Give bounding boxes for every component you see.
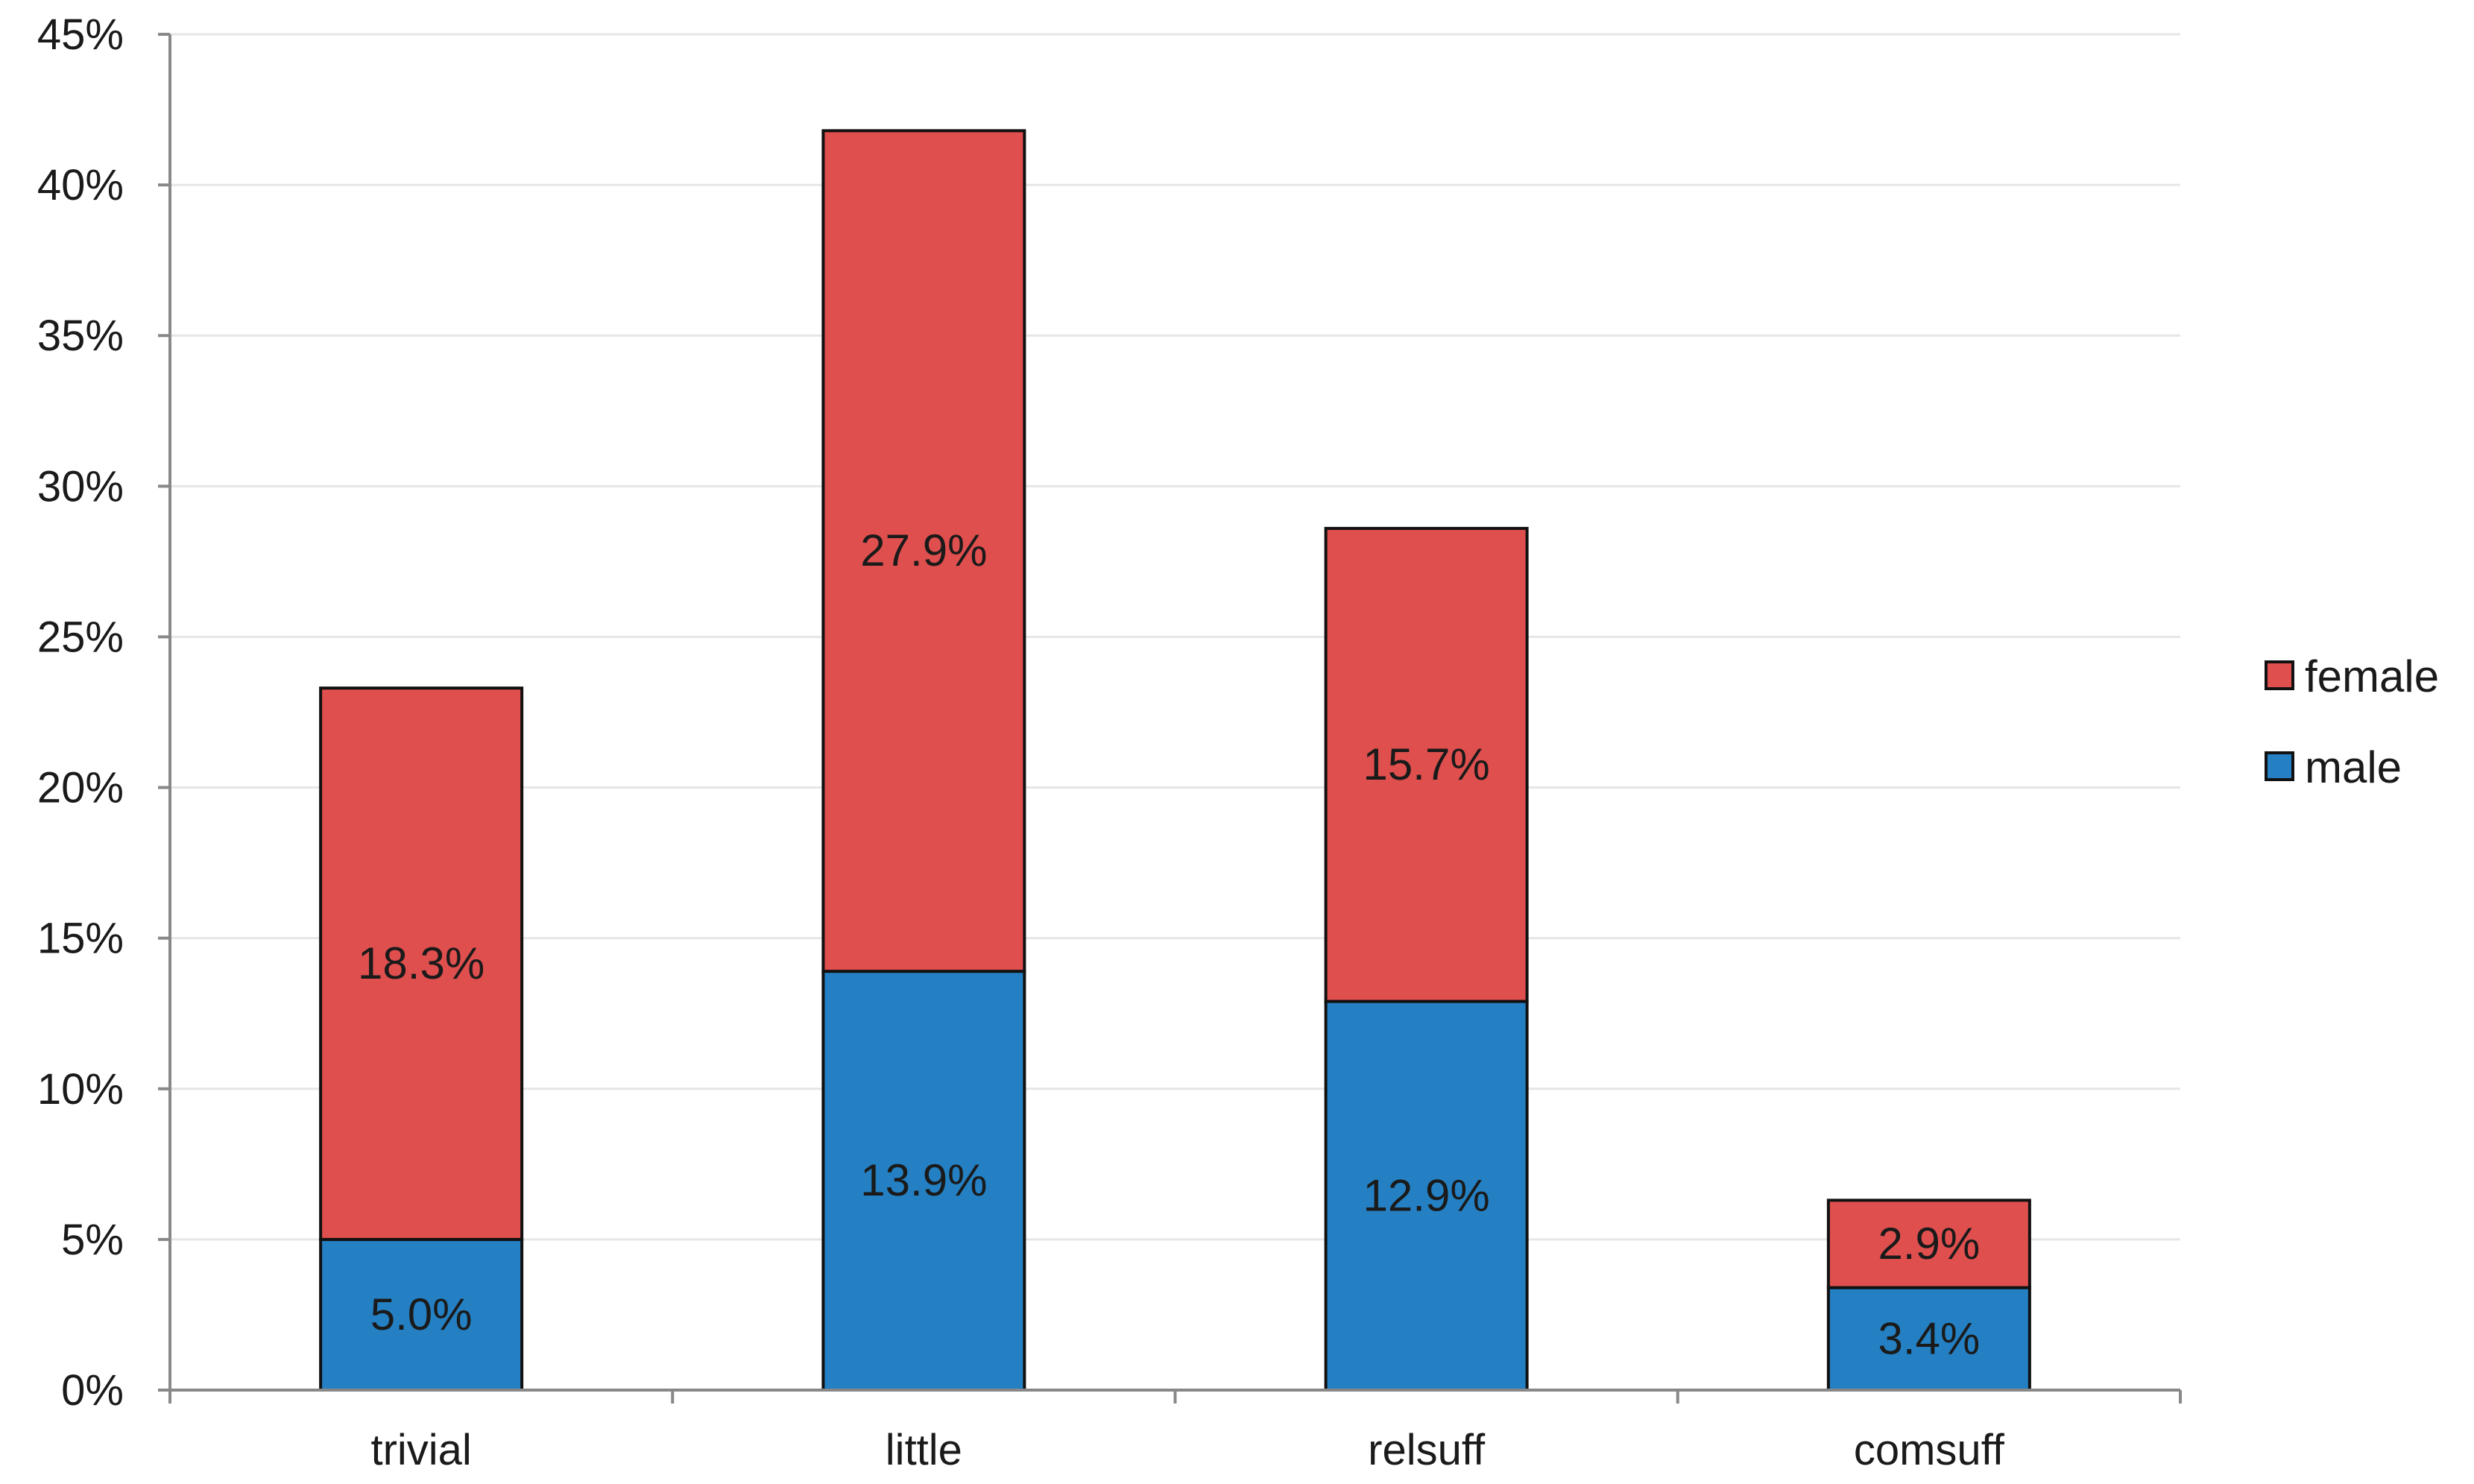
bars (319, 129, 2031, 1392)
y-tick-label: 15% (37, 915, 124, 963)
data-label-female-little: 27.9% (860, 525, 987, 575)
legend-swatch-male (2265, 751, 2294, 781)
data-label-female-relsuff: 15.7% (1363, 739, 1490, 789)
legend-swatch-female (2265, 660, 2294, 690)
bar-female-little (821, 129, 1026, 973)
legend-label-male: male (2305, 742, 2402, 792)
data-label-male-relsuff: 12.9% (1363, 1170, 1490, 1220)
data-labels: 5.0% 18.3% 13.9% 27.9% 12.9% 15.7% 3.4% 2.9% (358, 525, 1980, 1363)
bar-female-comsuff (1826, 1199, 2031, 1289)
legend: female male (2265, 651, 2439, 792)
bar-male-trivial (319, 1237, 524, 1392)
data-label-male-trivial: 5.0% (370, 1289, 473, 1339)
y-tick-label: 30% (37, 462, 124, 511)
x-tick-label-comsuff: comsuff (1854, 1426, 2005, 1474)
x-tick-label-relsuff: relsuff (1368, 1426, 1486, 1474)
data-label-male-little: 13.9% (860, 1155, 987, 1205)
legend-label-female: female (2305, 651, 2439, 701)
y-tick-label: 35% (37, 312, 124, 360)
data-label-female-trivial: 18.3% (358, 938, 485, 988)
data-label-male-comsuff: 3.4% (1878, 1313, 1980, 1363)
y-tick-label: 40% (37, 161, 124, 209)
y-tick-label: 5% (61, 1216, 124, 1264)
data-label-female-comsuff: 2.9% (1878, 1219, 1980, 1269)
y-tick-label: 0% (61, 1366, 124, 1415)
y-tick-label: 10% (37, 1065, 124, 1114)
y-tick-label: 45% (37, 10, 124, 59)
y-tick-label: 20% (37, 764, 124, 812)
x-tick-label-trivial: trivial (370, 1426, 471, 1474)
y-axis-ticks: 0% 5% 10% 15% 20% 25% 30% 35% 40% 45% (37, 10, 170, 1415)
bar-female-trivial (319, 686, 524, 1241)
y-tick-label: 25% (37, 613, 124, 661)
x-tick-label-little: little (886, 1426, 962, 1474)
x-axis-ticks: trivial little relsuff comsuff (168, 1390, 2182, 1474)
bar-female-relsuff (1324, 526, 1529, 1003)
